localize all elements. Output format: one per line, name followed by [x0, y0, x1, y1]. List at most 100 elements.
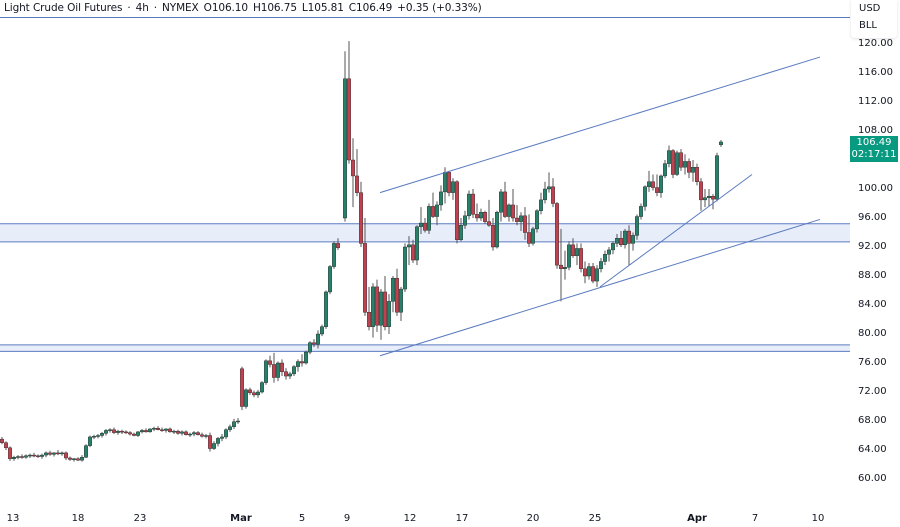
candle-body [216, 438, 220, 444]
last-price-tag: 106.49 02:17:11 [850, 136, 898, 162]
candle-body [276, 362, 280, 378]
candle-body [256, 391, 260, 396]
candle-body [535, 210, 539, 230]
time-tick-label: Apr [687, 513, 707, 524]
candle-body [16, 456, 20, 458]
price-tick-label: 64.00 [858, 444, 887, 455]
candle-body [64, 452, 68, 459]
candle-body [507, 204, 511, 217]
candle-body [635, 216, 639, 236]
time-tick-label: 13 [6, 513, 20, 524]
candle-body [703, 197, 707, 201]
candle-body [351, 159, 355, 177]
candle-body [44, 452, 48, 456]
candle-body [292, 366, 296, 375]
candle-body [355, 175, 359, 193]
candle-body [320, 326, 324, 335]
candle-body [487, 221, 491, 226]
candle-body [288, 373, 292, 377]
candle-body [268, 360, 272, 365]
candle-body [224, 429, 228, 438]
price-tick-label: 108.00 [858, 125, 893, 136]
candle-body [447, 172, 451, 193]
candle-body [607, 249, 611, 255]
candle-body [212, 443, 216, 449]
candle-body [463, 215, 467, 226]
candle-body [172, 430, 176, 433]
candle-body [332, 243, 336, 267]
candle-body [419, 222, 423, 227]
candle-body [619, 238, 623, 246]
candle-body [435, 204, 439, 217]
candle-body [539, 199, 543, 211]
ohlc-change: +0.35 (+0.33%) [397, 2, 482, 14]
rising-support [599, 174, 753, 288]
candle-body [675, 152, 679, 175]
candle-body [691, 167, 695, 173]
price-tick-label: 92.00 [858, 241, 887, 252]
time-tick-label: 5 [298, 513, 306, 524]
candle-body [683, 161, 687, 168]
header-divider [0, 17, 850, 18]
candle-body [308, 342, 312, 353]
candle-body [20, 456, 24, 458]
candle-body [228, 426, 232, 430]
candle-body [631, 235, 635, 244]
candle-body [511, 204, 515, 219]
candle-body [272, 364, 276, 378]
symbol-header: Light Crude Oil Futures · 4h · NYMEX O106.10 H… [4, 2, 487, 14]
candle-body [395, 277, 399, 313]
candle-body [60, 452, 64, 455]
candle-body [467, 193, 471, 217]
price-tick-label: 72.00 [858, 386, 887, 397]
candle-body [48, 452, 52, 455]
candle-body [523, 215, 527, 233]
candle-body [527, 232, 531, 244]
candle-body [423, 222, 427, 231]
candle-body [347, 78, 351, 161]
candle-body [623, 230, 627, 246]
unit-label[interactable]: BLL [859, 20, 878, 31]
candle-body [387, 301, 391, 327]
unit-menu[interactable]: USD BLL [851, 0, 897, 38]
candle-body [208, 435, 212, 449]
price-tick-label: 120.00 [858, 38, 893, 49]
candle-body [479, 211, 483, 219]
candle-body [671, 150, 675, 175]
candle-body [491, 225, 495, 248]
candle-body [296, 361, 300, 367]
time-tick-label: 17 [455, 513, 469, 524]
interval[interactable]: 4h [135, 2, 149, 14]
candle-body [563, 267, 567, 269]
candle-body [184, 431, 188, 435]
ohlc-open: O106.10 [203, 2, 248, 14]
currency-label[interactable]: USD [859, 3, 881, 14]
candle-body [695, 167, 699, 182]
candle-body [196, 432, 200, 435]
candle-body [583, 268, 587, 277]
candle-body [200, 434, 204, 437]
candle-body [403, 246, 407, 290]
candle-body [375, 286, 379, 326]
symbol-name[interactable]: Light Crude Oil Futures [4, 2, 123, 14]
candle-body [455, 181, 459, 240]
candle-body [312, 342, 316, 345]
time-tick-label: 23 [133, 513, 147, 524]
candle-body [108, 429, 112, 431]
candle-body [367, 312, 371, 327]
candle-body [499, 191, 503, 213]
time-tick-label: 10 [811, 513, 825, 524]
candle-body [104, 430, 108, 434]
candle-body [56, 452, 60, 455]
candle-body [599, 261, 603, 269]
candle-body [80, 457, 84, 461]
candle-body [559, 264, 563, 269]
candle-body [495, 211, 499, 248]
candle-body [248, 389, 252, 393]
price-chart[interactable] [0, 0, 850, 505]
ohlc-low: L105.81 [301, 2, 344, 14]
candle-body [391, 277, 395, 302]
price-tick-label: 96.00 [858, 212, 887, 223]
candle-body [443, 172, 447, 193]
candle-body [72, 458, 76, 460]
